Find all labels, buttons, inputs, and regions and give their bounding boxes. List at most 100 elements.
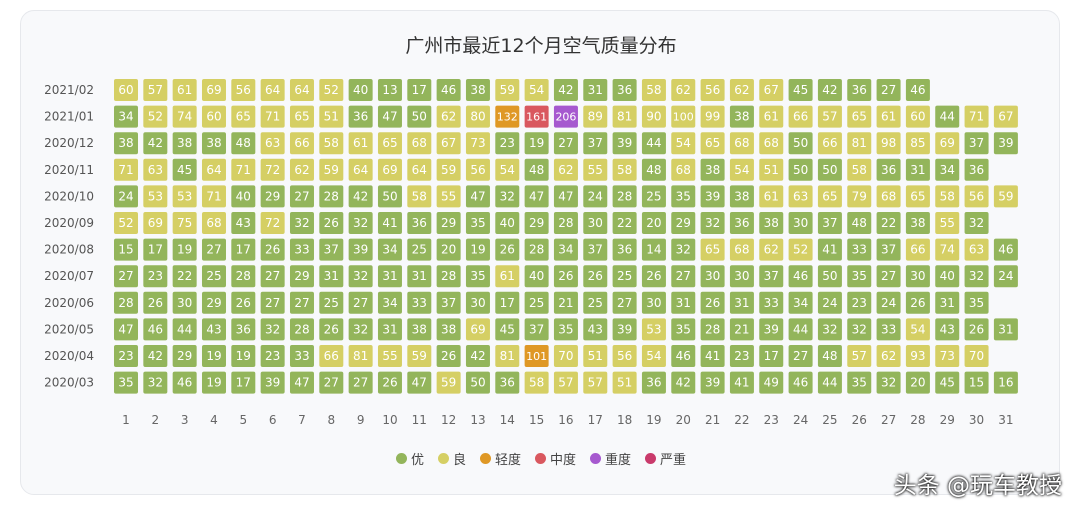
heatmap-cell[interactable]: 56 (612, 345, 637, 367)
heatmap-cell[interactable]: 26 (143, 291, 168, 314)
heatmap-cell[interactable]: 65 (700, 238, 725, 261)
heatmap-cell[interactable]: 26 (583, 265, 608, 288)
heatmap-cell[interactable]: 36 (876, 158, 901, 181)
heatmap-cell[interactable]: 38 (172, 132, 197, 155)
heatmap-cell[interactable]: 19 (172, 238, 197, 261)
heatmap-cell[interactable]: 27 (876, 265, 901, 288)
heatmap-cell[interactable]: 38 (436, 318, 461, 341)
heatmap-cell[interactable]: 72 (260, 158, 285, 181)
heatmap-cell[interactable]: 70 (553, 345, 578, 367)
heatmap-cell[interactable]: 69 (143, 212, 168, 234)
heatmap-cell[interactable]: 26 (905, 291, 930, 314)
heatmap-cell[interactable]: 45 (935, 371, 960, 394)
heatmap-cell[interactable]: 15 (964, 371, 989, 394)
heatmap-cell[interactable]: 49 (759, 371, 784, 394)
heatmap-cell[interactable]: 74 (172, 105, 197, 128)
heatmap-cell[interactable]: 47 (407, 371, 432, 394)
heatmap-cell[interactable]: 21 (729, 318, 754, 341)
heatmap-cell[interactable]: 24 (993, 265, 1018, 288)
heatmap-cell[interactable]: 71 (114, 158, 138, 181)
heatmap-cell[interactable]: 20 (436, 238, 461, 261)
heatmap-cell[interactable]: 47 (377, 105, 402, 128)
heatmap-cell[interactable]: 161 (524, 105, 549, 128)
heatmap-cell[interactable]: 46 (172, 371, 197, 394)
heatmap-cell[interactable]: 71 (231, 158, 256, 181)
heatmap-cell[interactable]: 52 (788, 238, 813, 261)
heatmap-cell[interactable]: 52 (114, 212, 138, 234)
heatmap-cell[interactable]: 28 (114, 291, 138, 314)
heatmap-cell[interactable]: 35 (964, 291, 989, 314)
heatmap-cell[interactable]: 57 (553, 371, 578, 394)
heatmap-cell[interactable]: 65 (700, 132, 725, 155)
heatmap-cell[interactable]: 34 (377, 291, 402, 314)
heatmap-cell[interactable]: 58 (319, 132, 344, 155)
heatmap-cell[interactable]: 58 (524, 371, 549, 394)
heatmap-cell[interactable]: 67 (993, 105, 1018, 128)
heatmap-cell[interactable]: 30 (465, 291, 490, 314)
heatmap-cell[interactable]: 61 (495, 265, 520, 288)
heatmap-cell[interactable]: 73 (465, 132, 490, 155)
heatmap-cell[interactable]: 34 (788, 291, 813, 314)
heatmap-cell[interactable]: 50 (465, 371, 490, 394)
heatmap-cell[interactable]: 26 (553, 265, 578, 288)
heatmap-cell[interactable]: 36 (847, 79, 872, 101)
heatmap-cell[interactable]: 59 (993, 185, 1018, 208)
heatmap-cell[interactable]: 61 (759, 185, 784, 208)
heatmap-cell[interactable]: 31 (671, 291, 696, 314)
heatmap-cell[interactable]: 37 (583, 238, 608, 261)
heatmap-cell[interactable]: 57 (817, 105, 842, 128)
heatmap-cell[interactable]: 25 (201, 265, 226, 288)
heatmap-cell[interactable]: 35 (847, 371, 872, 394)
heatmap-cell[interactable]: 54 (671, 132, 696, 155)
heatmap-cell[interactable]: 32 (700, 212, 725, 234)
heatmap-cell[interactable]: 46 (143, 318, 168, 341)
heatmap-cell[interactable]: 33 (289, 238, 314, 261)
heatmap-cell[interactable]: 41 (700, 345, 725, 367)
heatmap-cell[interactable]: 17 (407, 79, 432, 101)
heatmap-cell[interactable]: 71 (201, 185, 226, 208)
heatmap-cell[interactable]: 28 (231, 265, 256, 288)
heatmap-cell[interactable]: 48 (847, 212, 872, 234)
heatmap-cell[interactable]: 25 (407, 238, 432, 261)
heatmap-cell[interactable]: 33 (759, 291, 784, 314)
heatmap-cell[interactable]: 27 (553, 132, 578, 155)
heatmap-cell[interactable]: 31 (993, 318, 1018, 341)
heatmap-cell[interactable]: 70 (964, 345, 989, 367)
heatmap-cell[interactable]: 24 (817, 291, 842, 314)
heatmap-cell[interactable]: 37 (319, 238, 344, 261)
heatmap-cell[interactable]: 36 (964, 158, 989, 181)
heatmap-cell[interactable]: 67 (436, 132, 461, 155)
heatmap-cell[interactable]: 99 (700, 105, 725, 128)
heatmap-cell[interactable]: 132 (495, 105, 520, 128)
heatmap-cell[interactable]: 27 (348, 371, 373, 394)
heatmap-cell[interactable]: 35 (465, 265, 490, 288)
heatmap-cell[interactable]: 69 (935, 132, 960, 155)
heatmap-cell[interactable]: 29 (671, 212, 696, 234)
heatmap-cell[interactable]: 58 (612, 158, 637, 181)
heatmap-cell[interactable]: 64 (201, 158, 226, 181)
heatmap-cell[interactable]: 30 (641, 291, 666, 314)
heatmap-cell[interactable]: 51 (612, 371, 637, 394)
heatmap-cell[interactable]: 44 (935, 105, 960, 128)
heatmap-cell[interactable]: 26 (964, 318, 989, 341)
heatmap-cell[interactable]: 58 (641, 79, 666, 101)
heatmap-cell[interactable]: 26 (260, 238, 285, 261)
heatmap-cell[interactable]: 55 (583, 158, 608, 181)
heatmap-cell[interactable]: 32 (348, 265, 373, 288)
heatmap-cell[interactable]: 50 (377, 185, 402, 208)
heatmap-cell[interactable]: 59 (436, 371, 461, 394)
heatmap-cell[interactable]: 64 (260, 79, 285, 101)
heatmap-cell[interactable]: 69 (201, 79, 226, 101)
heatmap-cell[interactable]: 41 (729, 371, 754, 394)
heatmap-cell[interactable]: 32 (964, 212, 989, 234)
heatmap-cell[interactable]: 40 (231, 185, 256, 208)
legend-item[interactable]: 重度 (590, 449, 631, 468)
heatmap-cell[interactable]: 66 (319, 345, 344, 367)
heatmap-cell[interactable]: 53 (143, 185, 168, 208)
heatmap-cell[interactable]: 32 (289, 212, 314, 234)
heatmap-cell[interactable]: 48 (641, 158, 666, 181)
heatmap-cell[interactable]: 62 (436, 105, 461, 128)
heatmap-cell[interactable]: 30 (905, 265, 930, 288)
heatmap-cell[interactable]: 79 (847, 185, 872, 208)
heatmap-cell[interactable]: 16 (993, 371, 1018, 394)
